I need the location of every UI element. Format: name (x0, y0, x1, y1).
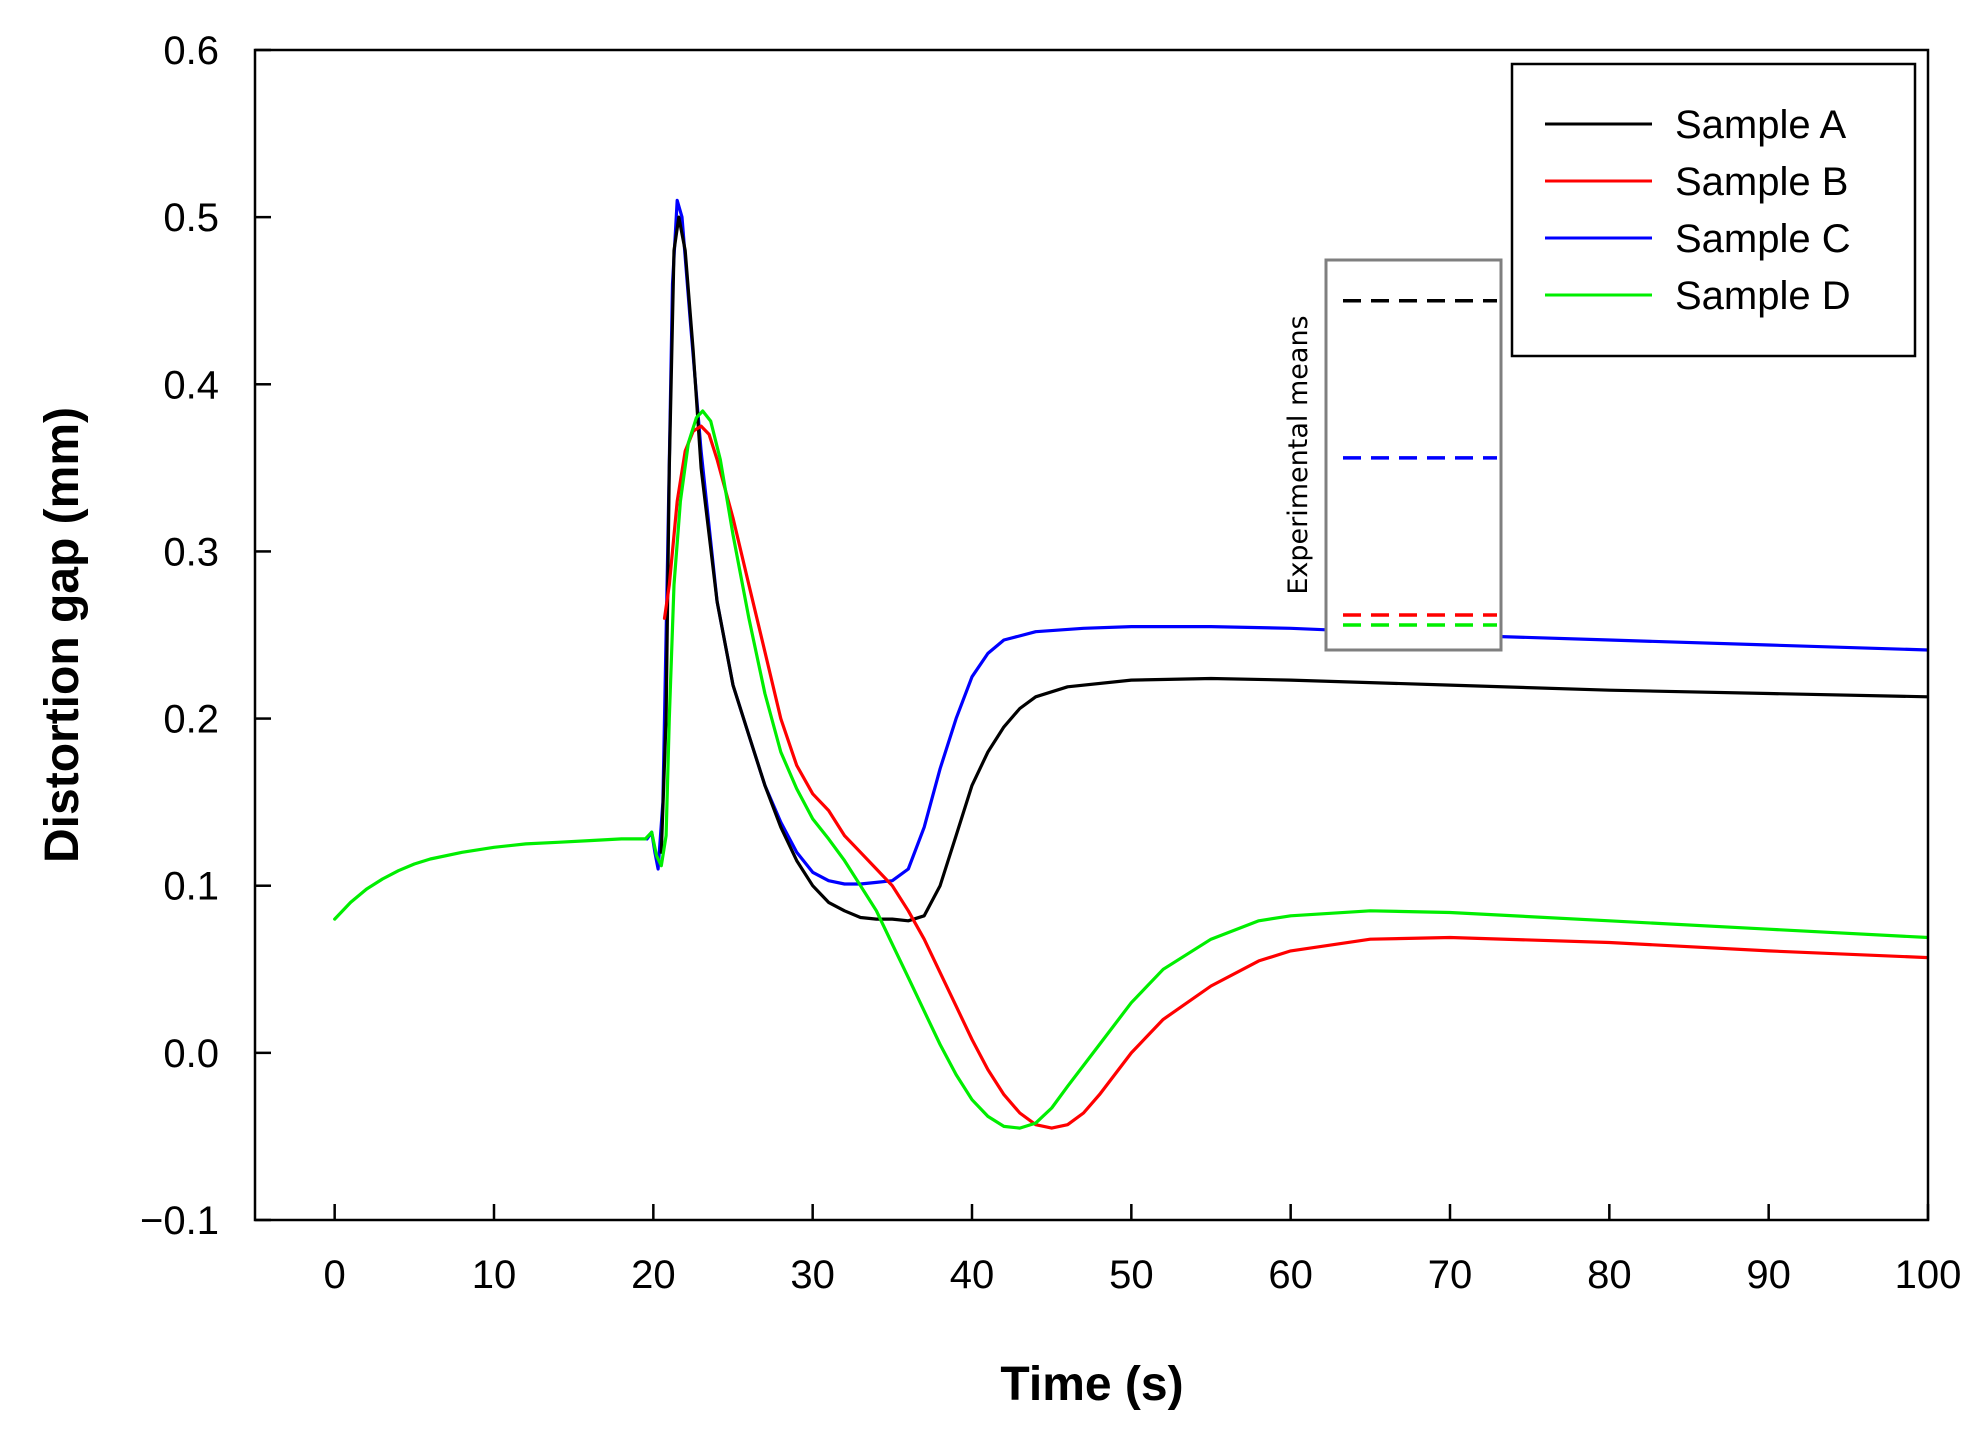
x-tick-label: 50 (1109, 1253, 1154, 1297)
legend-frame (1510, 62, 1917, 358)
y-tick-label: 0.4 (163, 363, 219, 407)
x-tick-label: 80 (1587, 1253, 1632, 1297)
series-line-sample-a (659, 215, 1928, 923)
x-tick-label: 40 (950, 1253, 995, 1297)
inset-frame (1324, 258, 1503, 652)
y-tick-label: −0.1 (140, 1199, 219, 1243)
y-tick-label: 0.6 (163, 29, 219, 73)
series-line-sample-b (662, 424, 1928, 1130)
series-group (333, 198, 1928, 1130)
y-tick-label: 0.2 (163, 698, 219, 742)
axis-ticks (255, 48, 1930, 1222)
x-axis-title: Time (s) (1000, 1358, 1183, 1411)
experimental-means-inset: Experimental means (1283, 258, 1503, 652)
x-tick-label: 70 (1428, 1253, 1473, 1297)
plot-lines (333, 198, 1928, 1130)
x-tick-label: 0 (324, 1253, 346, 1297)
y-tick-label: 0.0 (163, 1032, 219, 1076)
axis-tick-labels: 0 10 20 30 40 50 60 70 80 90 100 −0.1 0.0 0.1 0.2 0.3 0.… (140, 29, 1961, 1297)
series-line-sample-d (333, 409, 1928, 1130)
y-tick-label: 0.1 (163, 865, 219, 909)
y-tick-label: 0.5 (163, 196, 219, 240)
legend-label-sample-c: Sample C (1675, 217, 1851, 261)
x-tick-label: 60 (1268, 1253, 1313, 1297)
y-axis-title: Distortion gap (mm) (36, 407, 89, 863)
legend: Sample A Sample B Sample C Sample D (1510, 62, 1917, 358)
x-tick-label: 20 (631, 1253, 676, 1297)
legend-label-sample-a: Sample A (1675, 103, 1847, 147)
inset-label: Experimental means (1283, 315, 1314, 594)
x-tick-label: 30 (790, 1253, 835, 1297)
y-tick-label: 0.3 (163, 530, 219, 574)
x-tick-label: 100 (1895, 1253, 1962, 1297)
inset-mean-lines (1343, 298, 1497, 627)
x-tick-label: 10 (472, 1253, 517, 1297)
legend-label-sample-b: Sample B (1675, 160, 1848, 204)
x-tick-label: 90 (1746, 1253, 1791, 1297)
legend-label-sample-d: Sample D (1675, 274, 1851, 318)
plot-area-frame (253, 48, 1930, 1222)
